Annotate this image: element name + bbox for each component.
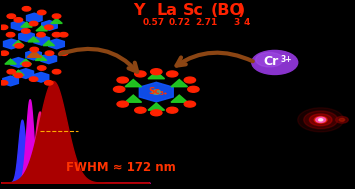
- Circle shape: [7, 14, 16, 18]
- Text: FWHM ≈ 172 nm: FWHM ≈ 172 nm: [66, 161, 176, 174]
- Circle shape: [316, 117, 326, 122]
- Circle shape: [38, 10, 46, 15]
- Polygon shape: [3, 76, 18, 86]
- Circle shape: [29, 21, 38, 26]
- Circle shape: [6, 33, 15, 37]
- Polygon shape: [43, 41, 55, 46]
- Polygon shape: [11, 21, 27, 30]
- Circle shape: [59, 51, 68, 55]
- Text: 2.71: 2.71: [195, 19, 217, 27]
- Circle shape: [52, 70, 61, 74]
- Polygon shape: [18, 69, 34, 78]
- Circle shape: [22, 29, 30, 33]
- Text: La: La: [156, 3, 177, 18]
- Polygon shape: [51, 18, 62, 23]
- Text: 4: 4: [244, 19, 250, 27]
- Circle shape: [117, 101, 129, 107]
- Polygon shape: [34, 35, 49, 45]
- Polygon shape: [27, 51, 42, 57]
- Circle shape: [114, 86, 125, 92]
- Circle shape: [44, 25, 53, 29]
- Text: 3+: 3+: [280, 55, 292, 64]
- Circle shape: [14, 73, 23, 78]
- Circle shape: [339, 118, 345, 121]
- Text: ): ): [237, 3, 245, 18]
- Circle shape: [30, 47, 39, 52]
- Circle shape: [252, 50, 298, 74]
- Circle shape: [52, 33, 61, 37]
- Polygon shape: [26, 50, 42, 60]
- Polygon shape: [27, 13, 42, 23]
- Circle shape: [184, 77, 196, 83]
- Circle shape: [38, 66, 46, 70]
- Text: 3+: 3+: [160, 91, 168, 96]
- Text: 0.57: 0.57: [142, 19, 164, 27]
- Circle shape: [135, 107, 146, 113]
- Circle shape: [45, 51, 54, 55]
- Text: 0.72: 0.72: [169, 19, 191, 27]
- Circle shape: [0, 51, 9, 55]
- Polygon shape: [5, 59, 16, 64]
- Circle shape: [22, 62, 31, 67]
- Polygon shape: [20, 59, 32, 64]
- Circle shape: [37, 33, 45, 37]
- Polygon shape: [148, 103, 165, 110]
- Circle shape: [304, 111, 338, 129]
- Text: (BO: (BO: [211, 3, 244, 18]
- Text: 3: 3: [233, 19, 240, 27]
- Polygon shape: [4, 39, 19, 49]
- Circle shape: [166, 71, 178, 77]
- Circle shape: [117, 77, 129, 83]
- Polygon shape: [21, 22, 32, 27]
- Polygon shape: [41, 54, 56, 64]
- Polygon shape: [49, 39, 64, 49]
- Polygon shape: [13, 70, 24, 75]
- Polygon shape: [11, 58, 26, 67]
- Polygon shape: [36, 26, 48, 31]
- Circle shape: [59, 33, 68, 37]
- Circle shape: [0, 25, 8, 29]
- Circle shape: [44, 81, 53, 85]
- Circle shape: [188, 86, 199, 92]
- Polygon shape: [13, 41, 24, 46]
- Polygon shape: [148, 71, 165, 79]
- Polygon shape: [171, 95, 187, 102]
- Circle shape: [310, 114, 332, 126]
- Circle shape: [166, 107, 178, 113]
- Circle shape: [0, 81, 8, 85]
- Circle shape: [314, 116, 327, 123]
- Circle shape: [135, 71, 146, 77]
- Circle shape: [151, 110, 162, 116]
- Circle shape: [184, 101, 196, 107]
- Circle shape: [256, 53, 283, 67]
- Polygon shape: [42, 21, 57, 30]
- Text: Cr: Cr: [263, 55, 279, 68]
- Circle shape: [29, 77, 38, 81]
- Text: Y: Y: [133, 3, 145, 18]
- Circle shape: [14, 18, 23, 22]
- Text: Sc: Sc: [149, 87, 160, 96]
- Circle shape: [22, 7, 31, 11]
- Polygon shape: [139, 82, 173, 102]
- Circle shape: [298, 108, 344, 132]
- Circle shape: [335, 116, 348, 123]
- Polygon shape: [33, 72, 49, 82]
- Polygon shape: [171, 80, 187, 87]
- Circle shape: [152, 90, 160, 94]
- Circle shape: [151, 69, 162, 75]
- Polygon shape: [35, 55, 47, 60]
- Polygon shape: [125, 80, 142, 87]
- Polygon shape: [19, 32, 34, 41]
- Circle shape: [52, 14, 61, 18]
- Circle shape: [318, 119, 323, 121]
- Polygon shape: [28, 37, 39, 42]
- Text: Sc: Sc: [183, 3, 204, 18]
- Circle shape: [15, 44, 23, 48]
- Polygon shape: [125, 95, 142, 102]
- Circle shape: [7, 70, 16, 74]
